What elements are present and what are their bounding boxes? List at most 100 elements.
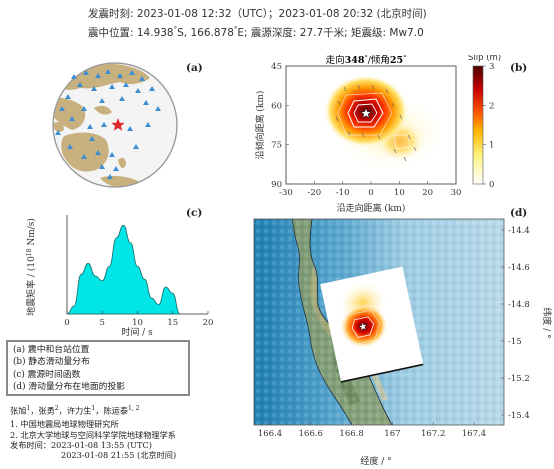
colorbar-tick-label: 0 — [489, 180, 494, 190]
affiliation-2: 2. 北京大学地球与空间科学学院地球物理学系 — [10, 429, 176, 440]
author-3: 许力生 — [66, 405, 92, 416]
panel-c-xticks: 0 5 10 15 20 — [64, 311, 213, 328]
affiliation-1: 1. 中国地震局地球物理研究所 — [10, 419, 119, 430]
degree-sup-1: ° — [173, 25, 178, 34]
panel-d-xtick-label: 166.6 — [299, 429, 323, 439]
station-markers — [55, 69, 161, 179]
panel-b-deg2: ° — [403, 55, 406, 62]
panel-b-xtick-label: -10 — [336, 188, 350, 198]
epicenter-projection-star-icon — [357, 321, 368, 332]
panel-b-title-pre: 走向 — [326, 55, 345, 66]
panel-b-deg1: ° — [364, 55, 367, 62]
panel-d-xtick-label: 167 — [384, 429, 400, 439]
panel-c-xlabel: 时间 / s — [121, 326, 153, 338]
panel-d-ytick-label: -14.8 — [508, 300, 530, 310]
panel-c-label: (c) — [186, 207, 203, 219]
panel-d-yticks: -14.4 -14.6 -14.8 -15 -15.2 -15.4 — [501, 226, 530, 421]
panel-c-ylabel: 地震矩率 / (1018 Nm/s) — [25, 218, 37, 316]
panel-d-ytick-label: -14.4 — [508, 226, 530, 236]
panel-d-label: (d) — [510, 207, 528, 219]
colorbar-tick-label: 2 — [489, 101, 494, 111]
panel-b-xticks: -30 -20 -10 0 10 20 30 — [279, 181, 461, 198]
colorbar-title: Slip (m) — [468, 55, 501, 63]
panel-b-xtick-label: 10 — [394, 188, 405, 198]
panel-b-ytick-label: 45 — [271, 62, 282, 72]
panel-b-xtick-label: 30 — [451, 188, 462, 198]
degree-sup-2: ° — [233, 25, 238, 34]
panel-a-label: (a) — [186, 62, 203, 74]
author-3-sup: 1 — [91, 405, 96, 412]
location-text-lon: S, 166.878 — [177, 27, 234, 39]
legend-item-c: (c) 震源时间函数 — [13, 369, 81, 380]
panel-b-title: 走向348°/倾角25° — [326, 55, 407, 66]
slip-colorbar — [472, 65, 484, 185]
panel-d-xtick-label: 167.2 — [421, 429, 445, 439]
panel-c-xtick-label: 20 — [203, 318, 214, 328]
release-label: 发布时间： — [10, 439, 51, 450]
panel-d-xtick-label: 166.4 — [258, 429, 282, 439]
release-time-utc: 2023-01-08 13:55 (UTC) — [50, 439, 152, 450]
stf-area — [66, 224, 181, 315]
rake-arrows — [335, 84, 417, 162]
panel-c-xtick-label: 5 — [100, 318, 105, 328]
panel-b-ytick-label: 75 — [271, 141, 282, 151]
panel-c-xtick-label: 10 — [132, 318, 143, 328]
legend-item-d: (d) 滑动量分布在地面的投影 — [13, 381, 126, 392]
panel-d-xtick-label: 166.8 — [339, 429, 363, 439]
panel-b-ytick-label: 90 — [271, 180, 282, 190]
panel-b-xtick-label: 20 — [422, 188, 433, 198]
panel-a-globe — [52, 62, 178, 188]
location-text-lat: 震中位置: 14.938 — [88, 27, 174, 39]
colorbar-ticks: 3 2 1 0 — [483, 62, 494, 190]
legend-box: (a) 震中和台站位置 (b) 静态滑动量分布 (c) 震源时间函数 (d) 滑… — [6, 340, 190, 396]
colorbar-tick-label: 1 — [489, 141, 494, 151]
panel-d-xticks: 166.4 166.6 166.8 167 167.2 167.4 — [258, 422, 486, 439]
panel-b-strike: 348 — [345, 55, 365, 66]
panel-c-ylabel-pre: 地震矩率 / (10 — [25, 256, 37, 316]
panel-c-xtick-label: 15 — [167, 318, 178, 328]
panel-c-xtick-label: 0 — [64, 318, 69, 328]
colorbar-tick-label: 3 — [489, 62, 494, 72]
author-sep-3: ， — [95, 405, 104, 416]
author-sep-1: ， — [30, 405, 39, 416]
author-4: 陈运泰 — [103, 405, 129, 416]
credits-block: 张旭1，张勇2，许力生1，陈运泰1, 2 1. 中国地震局地球物理研究所 2. … — [10, 404, 176, 461]
panel-b-ylabel: 沿倾向距离 (km) — [254, 91, 266, 160]
panel-d-map: 166.4 166.6 166.8 167 167.2 167.4 -14.4-14.6-… — [253, 218, 553, 467]
hypocenter-star-icon — [359, 107, 373, 119]
panel-b-ytick-label: 60 — [271, 101, 282, 111]
release-line-2: 2023-01-08 21:55 (北京时间) — [61, 450, 177, 461]
panel-d-xtick-label: 167.4 — [462, 429, 486, 439]
panel-d-ytick-label: -14.6 — [508, 263, 530, 273]
panel-d-xlabel: 经度 / ° — [360, 455, 391, 467]
panel-c-ylabel-post: Nm/s) — [26, 218, 37, 248]
panel-b-xtick-label: -20 — [307, 188, 321, 198]
location-line: 震中位置: 14.938°S, 166.878°E; 震源深度: 27.7千米;… — [88, 25, 424, 40]
epicenter-star-icon — [111, 118, 125, 131]
panel-b-xtick-label: 0 — [368, 188, 373, 198]
legend-item-b: (b) 静态滑动量分布 — [13, 357, 90, 368]
panel-d-ytick-label: -15 — [508, 337, 522, 347]
location-text-rest: E; 震源深度: 27.7千米; 矩震级: Mw7.0 — [237, 27, 424, 39]
panel-b-dip: 25 — [390, 55, 403, 66]
panel-b-title-mid: /倾角 — [368, 55, 390, 66]
panel-b-xlabel: 沿走向距离 (km) — [337, 202, 406, 214]
legend-item-a: (a) 震中和台站位置 — [13, 345, 90, 355]
panel-b-yticks: 45 60 75 90 — [271, 62, 289, 190]
panel-b-label: (b) — [510, 62, 528, 74]
slip-projection — [320, 266, 424, 383]
panel-b-xtick-label: -30 — [279, 188, 293, 198]
author-sep-2: ， — [58, 405, 67, 416]
panel-d-ytick-label: -15.2 — [508, 374, 530, 384]
panel-d-ylabel: 纬度 / ° — [541, 307, 553, 338]
origin-time-line: 发震时刻: 2023-01-08 12:32（UTC）；2023-01-08 2… — [88, 8, 427, 20]
panel-c-ylabel-sup: 18 — [26, 248, 33, 256]
panel-d-ytick-label: -15.4 — [508, 411, 530, 421]
release-line-1: 发布时间：2023-01-08 13:55 (UTC) — [10, 440, 176, 450]
author-2: 张勇 — [38, 405, 55, 416]
panel-c-stf: 0 5 10 15 20 时间 / s 地震矩率 / (1018 Nm/s) — [25, 215, 213, 338]
author-4-sup: 1, 2 — [128, 405, 140, 412]
authors-line: 张旭1，张勇2，许力生1，陈运泰1, 2 — [10, 404, 176, 416]
author-1-sup: 1 — [26, 405, 31, 412]
